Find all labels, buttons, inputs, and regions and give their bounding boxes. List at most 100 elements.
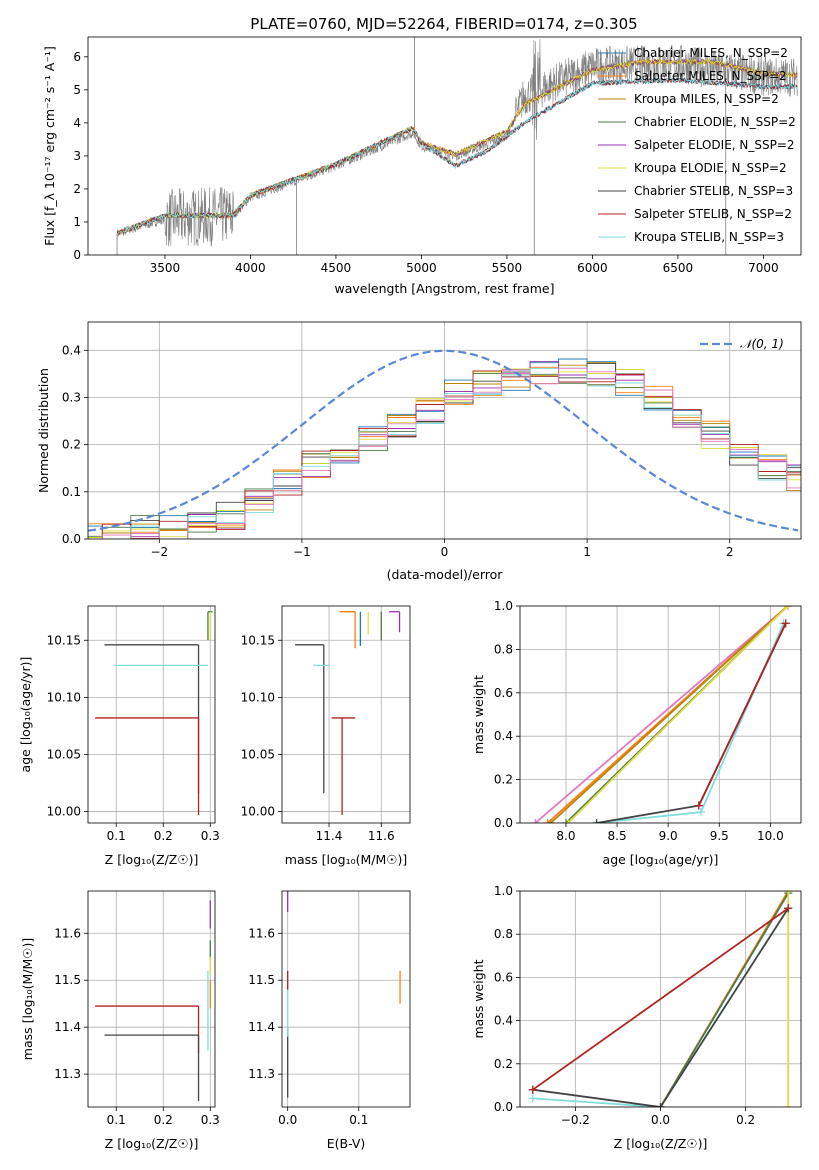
y-tick-label: 0.0 — [62, 532, 81, 546]
x-tick-label: 0.2 — [154, 1113, 173, 1127]
y-tick-label: 0.1 — [62, 485, 81, 499]
y-tick-label: 0.8 — [494, 642, 513, 656]
x-tick-label: 0.0 — [278, 1113, 297, 1127]
y-tick-label: 0.2 — [62, 438, 81, 452]
legend-label: Kroupa MILES, N_SSP=2 — [634, 92, 779, 106]
x-tick-label: 1 — [583, 545, 591, 559]
x-tick-label: −2 — [150, 545, 168, 559]
legend-label: Salpeter MILES, N_SSP=2 — [634, 69, 787, 83]
x-tick-label: −0.2 — [561, 1113, 590, 1127]
plot-area-residuals — [88, 322, 801, 539]
weight-line — [596, 623, 787, 823]
x-tick-label: 8.5 — [608, 829, 627, 843]
weight-marker — [781, 619, 790, 628]
y-tick-label: 6 — [73, 50, 81, 64]
legend-label: Salpeter STELIB, N_SSP=2 — [634, 207, 792, 221]
x-axis-label: Z [log₁₀(Z/Z☉)] — [614, 1136, 708, 1151]
y-axis-label: mass weight — [471, 675, 486, 754]
weight-marker — [656, 1103, 665, 1107]
axes-frame — [87, 890, 216, 1108]
x-tick-label: 6500 — [663, 261, 694, 275]
y-tick-label: 0.2 — [494, 773, 513, 787]
weight-line — [534, 606, 789, 823]
weight-marker — [784, 891, 793, 895]
axes-frame — [87, 36, 802, 256]
x-tick-label: 0.2 — [736, 1113, 755, 1127]
weight-line — [567, 606, 789, 823]
axes-frame — [519, 605, 802, 824]
x-axis-label: age [log₁₀(age/yr)] — [603, 852, 719, 867]
axes-frame — [281, 890, 411, 1108]
x-tick-label: 2 — [726, 545, 734, 559]
x-tick-label: 4500 — [321, 261, 352, 275]
y-tick-label: 11.5 — [54, 973, 81, 987]
x-axis-label: wavelength [Angstrom, rest frame] — [334, 281, 554, 296]
axes-weight-vs-age — [516, 605, 802, 827]
x-tick-label: 6000 — [577, 261, 608, 275]
x-tick-label: 0 — [441, 545, 449, 559]
x-axis-label: (data-model)/error — [387, 567, 504, 582]
x-tick-label: 7000 — [748, 261, 779, 275]
x-tick-label: 0.1 — [349, 1113, 368, 1127]
x-tick-label: 5000 — [406, 261, 437, 275]
y-tick-label: 10.05 — [241, 747, 275, 761]
weight-marker — [561, 819, 570, 823]
weight-marker — [783, 606, 792, 610]
y-tick-label: 0.0 — [494, 816, 513, 830]
y-tick-label: 0.6 — [494, 970, 513, 984]
histogram-series — [88, 367, 801, 539]
y-tick-label: 10.00 — [241, 805, 275, 819]
y-axis-label: mass [log₁₀(M/M☉)] — [20, 938, 35, 1060]
x-tick-label: 3500 — [150, 261, 181, 275]
plot-area-mass-vs-ebv — [282, 891, 410, 1107]
y-axis-label: Normed distribution — [36, 368, 51, 493]
x-tick-label: 0.3 — [201, 1113, 220, 1127]
x-tick-label: 10.0 — [757, 829, 784, 843]
y-axis-label: mass weight — [471, 959, 486, 1038]
legend-label: Kroupa ELODIE, N_SSP=2 — [634, 161, 787, 175]
weight-line — [596, 623, 785, 823]
axes-weight-vs-z — [516, 890, 802, 1111]
x-tick-label: −1 — [293, 545, 311, 559]
x-axis-label: Z [log₁₀(Z/Z☉)] — [105, 852, 199, 867]
x-tick-label: 4000 — [235, 261, 266, 275]
axes-age-vs-z — [84, 605, 216, 827]
y-tick-label: 11.3 — [54, 1067, 81, 1081]
y-tick-label: 0.3 — [62, 390, 81, 404]
x-tick-label: 0.1 — [107, 1113, 126, 1127]
y-tick-label: 5 — [73, 83, 81, 97]
plot-area-age-vs-z — [88, 606, 215, 823]
y-tick-label: 10.15 — [241, 633, 275, 647]
y-tick-label: 11.6 — [248, 926, 275, 940]
weight-marker — [564, 819, 573, 823]
y-tick-label: 0.4 — [62, 343, 81, 357]
y-tick-label: 2 — [73, 182, 81, 196]
y-tick-label: 1.0 — [494, 599, 513, 613]
axes-residuals — [84, 321, 802, 543]
axes-mass-vs-ebv — [278, 890, 411, 1111]
axes-frame — [87, 605, 216, 824]
figure-title: PLATE=0760, MJD=52264, FIBERID=0174, z=0… — [250, 15, 637, 33]
x-tick-label: 9.5 — [710, 829, 729, 843]
axes-spectrum — [84, 36, 802, 259]
weight-marker — [543, 819, 552, 823]
y-tick-label: 10.05 — [47, 747, 81, 761]
plot-area-mass-vs-z — [88, 891, 215, 1107]
x-tick-label: 11.6 — [368, 829, 395, 843]
y-tick-label: 10.00 — [47, 805, 81, 819]
y-tick-label: 11.6 — [54, 926, 81, 940]
weight-line — [532, 907, 789, 1107]
x-tick-label: 11.4 — [316, 829, 343, 843]
y-tick-label: 11.4 — [54, 1020, 81, 1034]
y-tick-label: 0.0 — [494, 1100, 513, 1114]
y-tick-label: 10.15 — [47, 633, 81, 647]
weight-marker — [694, 801, 703, 810]
x-axis-label: Z [log₁₀(Z/Z☉)] — [105, 1136, 199, 1151]
y-axis-label: Flux [f_λ 10⁻¹⁷ erg cm⁻² s⁻¹ A⁻¹] — [42, 46, 57, 246]
y-tick-label: 11.5 — [248, 973, 275, 987]
weight-marker — [528, 1085, 537, 1094]
weight-marker — [696, 808, 705, 817]
y-tick-label: 1.0 — [494, 884, 513, 898]
y-tick-label: 11.3 — [248, 1067, 275, 1081]
weight-line — [697, 623, 787, 806]
